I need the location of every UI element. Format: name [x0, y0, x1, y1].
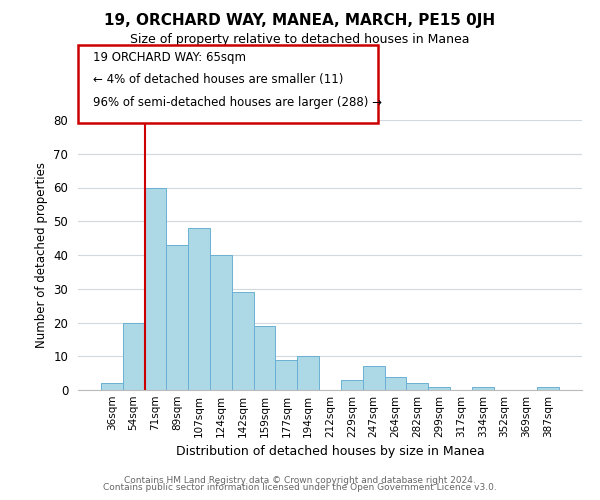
Bar — [406, 383, 428, 390]
Bar — [537, 386, 559, 390]
Bar — [275, 360, 297, 390]
Text: Contains public sector information licensed under the Open Government Licence v3: Contains public sector information licen… — [103, 484, 497, 492]
Bar — [232, 292, 254, 390]
Bar — [254, 326, 275, 390]
Bar — [428, 386, 450, 390]
Bar — [385, 376, 406, 390]
Text: ← 4% of detached houses are smaller (11): ← 4% of detached houses are smaller (11) — [93, 74, 343, 86]
Bar — [166, 245, 188, 390]
Text: 96% of semi-detached houses are larger (288) →: 96% of semi-detached houses are larger (… — [93, 96, 382, 109]
Text: Contains HM Land Registry data © Crown copyright and database right 2024.: Contains HM Land Registry data © Crown c… — [124, 476, 476, 485]
Bar — [297, 356, 319, 390]
Bar — [341, 380, 363, 390]
Text: Size of property relative to detached houses in Manea: Size of property relative to detached ho… — [130, 32, 470, 46]
Bar — [188, 228, 210, 390]
Bar — [363, 366, 385, 390]
Bar — [472, 386, 494, 390]
Y-axis label: Number of detached properties: Number of detached properties — [35, 162, 48, 348]
Bar — [101, 383, 123, 390]
Text: 19 ORCHARD WAY: 65sqm: 19 ORCHARD WAY: 65sqm — [93, 51, 246, 64]
Text: 19, ORCHARD WAY, MANEA, MARCH, PE15 0JH: 19, ORCHARD WAY, MANEA, MARCH, PE15 0JH — [104, 12, 496, 28]
Bar — [145, 188, 166, 390]
Bar — [210, 255, 232, 390]
Bar — [123, 322, 145, 390]
X-axis label: Distribution of detached houses by size in Manea: Distribution of detached houses by size … — [176, 446, 484, 458]
